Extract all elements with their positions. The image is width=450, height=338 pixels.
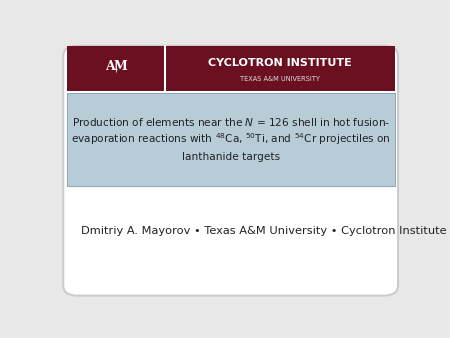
Text: CYCLOTRON INSTITUTE: CYCLOTRON INSTITUTE (208, 57, 351, 68)
Text: Dmitriy A. Mayorov • Texas A&M University • Cyclotron Institute: Dmitriy A. Mayorov • Texas A&M Universit… (81, 225, 446, 236)
Text: A: A (105, 61, 115, 73)
Text: Production of elements near the $\mathit{N}$ = 126 shell in hot fusion-: Production of elements near the $\mathit… (72, 116, 390, 128)
Text: |: | (114, 62, 117, 72)
Text: TEXAS A&M UNIVERSITY: TEXAS A&M UNIVERSITY (240, 76, 320, 82)
Text: M: M (114, 61, 128, 73)
Text: lanthanide targets: lanthanide targets (181, 152, 280, 162)
Bar (67, 93, 395, 186)
Bar (67, 46, 395, 91)
Text: evaporation reactions with $^{48}$Ca, $^{50}$Ti, and $^{54}$Cr projectiles on: evaporation reactions with $^{48}$Ca, $^… (71, 131, 391, 147)
FancyBboxPatch shape (63, 46, 398, 296)
